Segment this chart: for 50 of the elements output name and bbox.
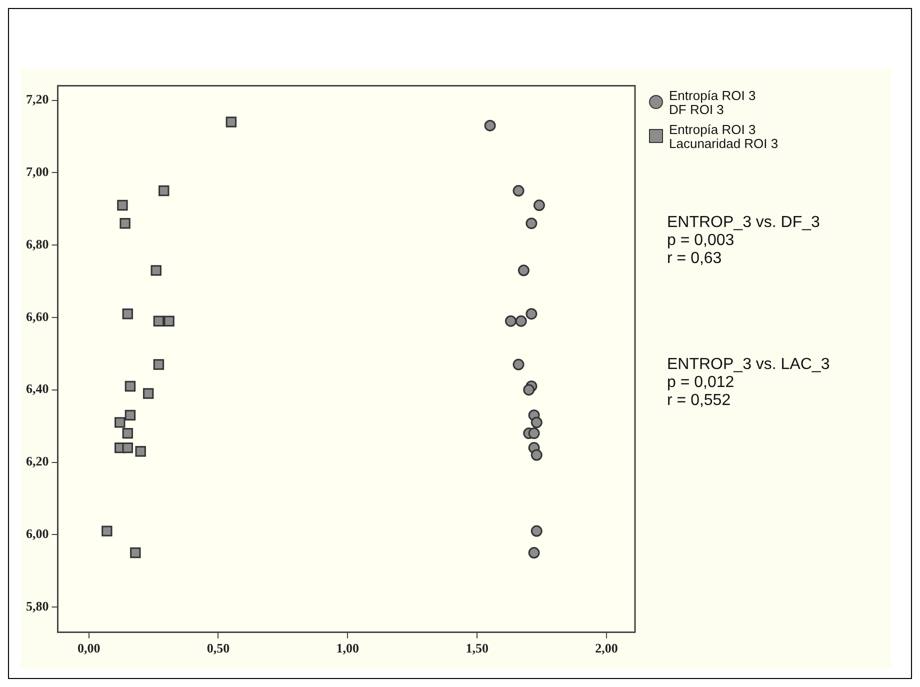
point (484, 120, 496, 132)
y-tick-label: 6,40 (26, 381, 49, 396)
point (122, 308, 133, 320)
point (124, 410, 136, 421)
point (512, 358, 524, 370)
y-tick-label: 7,20 (26, 92, 49, 107)
point (530, 525, 542, 537)
x-tick-label: 1,50 (466, 640, 488, 656)
x-tick-label: 1,00 (336, 640, 360, 656)
point (117, 200, 128, 211)
point (530, 449, 542, 461)
point (530, 416, 542, 428)
y-tick-label: 5,80 (26, 598, 49, 614)
point (512, 185, 524, 197)
point (122, 442, 133, 454)
y-tick-label: 7,00 (26, 164, 49, 180)
x-tick-label: 0,00 (77, 640, 100, 656)
point (505, 315, 516, 327)
text: ENTROP_3 vs. LAC_3 p = 0,012 r = 0,552 (667, 356, 830, 410)
point (135, 446, 146, 457)
point (533, 200, 545, 212)
point (124, 380, 136, 392)
legend-label: Entropía ROI 3 Lacunaridad ROI 3 (669, 122, 778, 151)
point (143, 388, 154, 399)
text: ENTROP_3 vs. DF_3 p = 0,003 r = 0,63 (667, 214, 820, 268)
point (528, 547, 540, 559)
point (153, 316, 164, 326)
point (150, 265, 162, 276)
point (153, 359, 164, 370)
point (523, 384, 535, 396)
point (120, 218, 130, 229)
point (164, 316, 174, 326)
point (122, 428, 133, 439)
point (528, 428, 540, 440)
point (518, 264, 530, 276)
point (526, 308, 538, 320)
legend-label: Entropía ROI 3 DF ROI 3 (669, 88, 756, 117)
x-tick-label: 0,50 (206, 640, 230, 656)
y-tick-label: 6,60 (26, 308, 49, 324)
point (526, 218, 538, 230)
point (114, 417, 126, 428)
x-tick-label: 2,00 (595, 640, 618, 656)
point (130, 547, 141, 558)
y-tick-label: 6,20 (26, 454, 49, 469)
point (515, 315, 527, 327)
y-tick-label: 6,00 (26, 526, 49, 542)
y-tick-label: 6,80 (26, 236, 49, 252)
point (102, 526, 112, 536)
point (158, 185, 170, 196)
point (226, 116, 237, 128)
